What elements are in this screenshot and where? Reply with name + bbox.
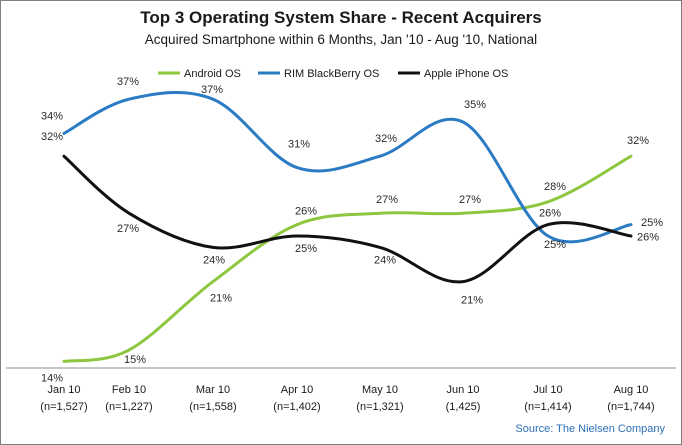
x-tick-label: Aug 10 bbox=[614, 384, 649, 396]
x-tick-sample-size: (n=1,414) bbox=[524, 401, 571, 413]
data-label: 28% bbox=[544, 181, 566, 193]
data-label: 15% bbox=[124, 354, 146, 366]
data-label: 25% bbox=[544, 239, 566, 251]
x-tick-sample-size: (n=1,227) bbox=[105, 401, 152, 413]
legend: Android OS RIM BlackBerry OS Apple iPhone … bbox=[158, 68, 508, 80]
data-label: 32% bbox=[41, 131, 63, 143]
legend-label: RIM BlackBerry OS bbox=[284, 68, 379, 80]
data-label: 35% bbox=[464, 99, 486, 111]
data-label: 26% bbox=[637, 232, 659, 244]
data-label: 27% bbox=[117, 223, 139, 235]
x-tick-label: Feb 10 bbox=[112, 384, 146, 396]
x-tick-sample-size: (1,425) bbox=[446, 401, 481, 413]
data-label: 24% bbox=[374, 254, 396, 266]
plot-area: 14% 15% 21% 26% 27% 27% 28% 32% 34% 37% 37% 31% 32% 3… bbox=[41, 76, 663, 384]
x-tick-sample-size: (n=1,744) bbox=[607, 401, 654, 413]
data-label: 32% bbox=[627, 135, 649, 147]
x-tick-label: Jul 10 bbox=[533, 384, 562, 396]
chart-title: Top 3 Operating System Share - Recent Ac… bbox=[140, 8, 542, 27]
data-label: 14% bbox=[41, 372, 63, 384]
series-line bbox=[62, 154, 633, 284]
series-line bbox=[62, 91, 633, 244]
x-tick-label: Apr 10 bbox=[281, 384, 313, 396]
legend-label: Android OS bbox=[184, 68, 241, 80]
legend-label: Apple iPhone OS bbox=[424, 68, 508, 80]
series-line bbox=[62, 154, 633, 363]
data-label: 24% bbox=[203, 254, 225, 266]
data-label: 26% bbox=[295, 206, 317, 218]
x-tick-label: Jan 10 bbox=[47, 384, 80, 396]
data-label: 25% bbox=[641, 217, 663, 229]
x-tick-sample-size: (n=1,527) bbox=[40, 401, 87, 413]
chart-subtitle: Acquired Smartphone within 6 Months, Jan… bbox=[144, 32, 538, 47]
data-label: 25% bbox=[295, 243, 317, 255]
data-label: 27% bbox=[459, 194, 481, 206]
data-label: 32% bbox=[375, 133, 397, 145]
x-tick-sample-size: (n=1,402) bbox=[273, 401, 320, 413]
x-tick-label: Jun 10 bbox=[446, 384, 479, 396]
x-tick-label: Mar 10 bbox=[196, 384, 230, 396]
data-label: 31% bbox=[288, 139, 310, 151]
data-label: 21% bbox=[210, 293, 232, 305]
data-label: 27% bbox=[376, 194, 398, 206]
data-label: 21% bbox=[461, 295, 483, 307]
data-label: 37% bbox=[201, 84, 223, 96]
data-label: 37% bbox=[117, 76, 139, 88]
x-axis: Jan 10 (n=1,527) Feb 10 (n=1,227) Mar 10 (n=1… bbox=[6, 367, 676, 413]
source-note: Source: The Nielsen Company bbox=[515, 423, 665, 435]
x-tick-sample-size: (n=1,321) bbox=[356, 401, 403, 413]
x-tick-label: May 10 bbox=[362, 384, 398, 396]
x-tick-sample-size: (n=1,558) bbox=[189, 401, 236, 413]
data-label: 34% bbox=[41, 110, 63, 122]
data-label: 26% bbox=[539, 208, 561, 220]
